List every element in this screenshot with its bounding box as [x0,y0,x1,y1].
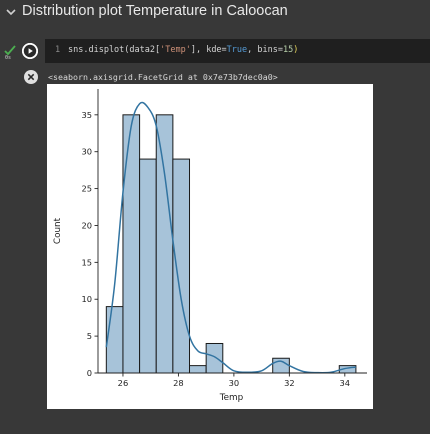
cell-exec-time: 0s [5,55,12,61]
section-title: Distribution plot Temperature in Calooca… [22,3,288,19]
x-tick-label: 34 [340,378,351,388]
play-icon [22,43,38,59]
x-tick-label: 32 [284,378,295,388]
distribution-plot: 26 28 30 32 34 0 5 10 15 20 25 30 35 Temp Count [47,84,373,409]
run-cell-button[interactable] [22,43,38,59]
code-token: sns.displot(data2[ [68,45,161,55]
line-number: 1 [55,45,61,55]
x-tick-label: 30 [229,378,240,388]
code-editor[interactable]: 1 sns.displot(data2['Temp'], kde=True, b… [45,39,430,63]
histogram-bar [172,158,191,374]
y-tick-label: 30 [81,147,92,157]
histogram-bar [155,114,174,374]
section-header[interactable]: Distribution plot Temperature in Calooca… [0,0,430,24]
code-token-paren: ) [293,45,299,55]
y-tick-label: 35 [81,110,92,120]
histogram-bar [122,114,141,374]
code-token: ], kde= [190,45,227,55]
clear-output-button[interactable] [24,70,38,84]
code-token-keyword: True [226,45,248,55]
code-line[interactable]: sns.displot(data2['Temp'], kde=True, bin… [68,45,298,55]
chevron-down-icon[interactable] [6,7,16,17]
kde-line [105,101,357,374]
code-token-number: 15 [282,45,294,55]
code-token-string: 'Temp' [160,45,191,55]
x-tick-label: 26 [118,378,129,388]
y-tick-label: 15 [81,257,92,267]
x-axis-label: Temp [219,393,244,403]
y-tick-label: 0 [87,368,92,378]
y-axis-label: Count [53,217,63,244]
histogram-bar [205,342,224,374]
histogram-bar [139,158,157,374]
chart-svg: 26 28 30 32 34 0 5 10 15 20 25 30 35 Temp Count [53,89,367,403]
y-tick-label: 10 [81,294,92,304]
y-tick-label: 5 [87,331,92,341]
y-tick-label: 25 [81,184,92,194]
histogram-bar [105,306,124,374]
y-tick-label: 20 [81,220,92,230]
output-repr-text: <seaborn.axisgrid.FacetGrid at 0x7e73b7d… [48,72,278,82]
check-icon [4,45,16,56]
histogram-bar [189,365,207,374]
code-token: , bins= [247,45,283,55]
x-tick-label: 28 [173,378,184,388]
close-icon [27,73,35,81]
